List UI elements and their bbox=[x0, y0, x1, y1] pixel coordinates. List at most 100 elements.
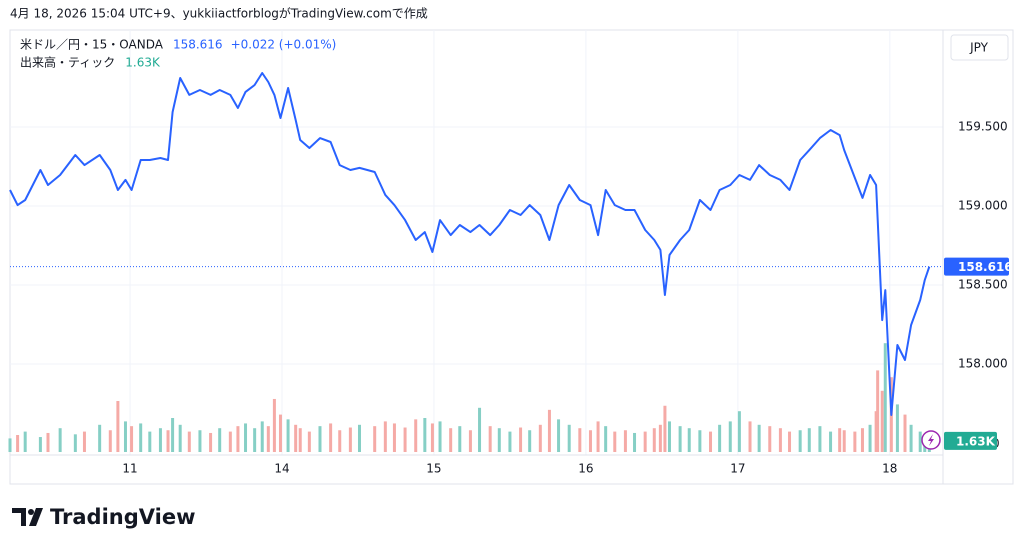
volume-bar bbox=[678, 426, 682, 452]
volume-bar bbox=[414, 419, 418, 452]
volume-bar bbox=[663, 405, 667, 452]
volume-bar bbox=[876, 370, 880, 452]
volume-bar bbox=[468, 430, 472, 452]
y-tick-label: 159.000 bbox=[958, 199, 1008, 213]
volume-bar bbox=[909, 424, 913, 452]
volume-bar bbox=[718, 424, 722, 452]
volume-bar bbox=[829, 431, 833, 452]
volume-bar bbox=[423, 418, 427, 452]
volume-bar bbox=[116, 401, 120, 452]
volume-bar bbox=[778, 428, 782, 452]
volume-bar bbox=[868, 424, 872, 452]
volume-bar bbox=[488, 426, 492, 452]
volume-bar bbox=[438, 421, 442, 452]
volume-bar bbox=[687, 428, 691, 452]
volume-tag bbox=[944, 431, 997, 450]
volume-bar bbox=[613, 431, 617, 452]
volume-bar bbox=[918, 431, 922, 452]
volume-bar bbox=[278, 414, 282, 452]
volume-bar bbox=[148, 431, 152, 452]
volume-bar bbox=[709, 431, 713, 452]
volume-bar bbox=[430, 423, 434, 452]
volume-bar bbox=[633, 432, 637, 452]
volume-bar bbox=[538, 424, 542, 452]
volume-bar bbox=[449, 428, 453, 452]
volume-bar bbox=[737, 411, 741, 452]
volume-bar bbox=[139, 423, 143, 452]
volume-bar bbox=[698, 430, 702, 452]
volume-bar bbox=[519, 427, 523, 452]
y-tick-label: 158.500 bbox=[958, 278, 1008, 292]
x-tick-label: 15 bbox=[426, 462, 441, 476]
volume-bar bbox=[307, 431, 311, 452]
x-tick-label: 16 bbox=[578, 462, 593, 476]
volume-bar bbox=[178, 424, 182, 452]
volume-bar bbox=[253, 428, 257, 452]
chart-frame bbox=[9, 29, 1014, 485]
volume-bar bbox=[294, 424, 298, 452]
volume-bar bbox=[130, 426, 134, 452]
volume-bar bbox=[768, 426, 772, 452]
volume-bar bbox=[260, 421, 264, 452]
volume-bar bbox=[82, 431, 86, 452]
volume-bar bbox=[788, 431, 792, 452]
volume-bar bbox=[228, 431, 232, 452]
price-tag bbox=[944, 257, 1009, 276]
volume-bar bbox=[38, 437, 42, 452]
volume-bar bbox=[903, 414, 907, 452]
volume-bar bbox=[557, 419, 561, 452]
volume-bar bbox=[46, 432, 50, 452]
y-tick-label: 158.000 bbox=[958, 356, 1008, 370]
volume-bar bbox=[266, 426, 270, 452]
volume-bar bbox=[458, 426, 462, 452]
currency[interactable]: JPY bbox=[969, 41, 989, 55]
logo: TradingView bbox=[12, 505, 195, 529]
volume-bar bbox=[329, 423, 333, 452]
volume-bar bbox=[578, 428, 582, 452]
legend-price: 158.616 bbox=[173, 38, 223, 52]
volume-bar bbox=[497, 428, 501, 452]
volume-bar bbox=[8, 438, 12, 452]
legend-volume-value: 1.63K bbox=[125, 56, 161, 70]
alert-bolt bbox=[928, 434, 934, 446]
volume-bar bbox=[16, 435, 20, 452]
volume-bar bbox=[98, 424, 102, 452]
volume-bar bbox=[236, 426, 240, 452]
volume-bar bbox=[187, 431, 191, 452]
volume-bar bbox=[567, 424, 571, 452]
price-tag-label: 158.616 bbox=[958, 260, 1013, 274]
volume-bar bbox=[508, 431, 512, 452]
volume-bar bbox=[658, 424, 662, 452]
volume-bar bbox=[123, 421, 127, 452]
x-tick-label: 17 bbox=[730, 462, 745, 476]
volume-bar bbox=[286, 419, 290, 452]
volume-bar bbox=[604, 426, 608, 452]
volume-bar bbox=[209, 432, 213, 452]
volume-bar bbox=[596, 421, 600, 452]
brand: TradingView bbox=[50, 505, 195, 529]
volume-bar bbox=[108, 430, 112, 452]
volume-bar bbox=[842, 430, 846, 452]
legend-volume: 出来高・ティック bbox=[20, 55, 115, 70]
volume-bar bbox=[643, 431, 647, 452]
volume-bar bbox=[272, 398, 276, 452]
y-tick-label: 159.500 bbox=[958, 120, 1008, 134]
volume-bar bbox=[166, 430, 170, 452]
volume-bar bbox=[373, 426, 377, 452]
volume-bar bbox=[218, 428, 222, 452]
volume-bar bbox=[807, 428, 811, 452]
volume-bar bbox=[171, 418, 175, 452]
volume-bar bbox=[748, 421, 752, 452]
volume-bar bbox=[895, 404, 899, 452]
currency-button[interactable] bbox=[950, 34, 1009, 61]
volume-bar bbox=[667, 421, 671, 452]
volume-bar bbox=[652, 428, 656, 452]
volume-bar bbox=[338, 430, 342, 452]
volume-bar bbox=[874, 411, 878, 452]
volume-bar bbox=[528, 430, 532, 452]
volume-bar bbox=[357, 424, 361, 452]
volume-bar bbox=[883, 343, 887, 452]
volume-bar bbox=[158, 428, 162, 452]
volume-bar bbox=[383, 421, 387, 452]
